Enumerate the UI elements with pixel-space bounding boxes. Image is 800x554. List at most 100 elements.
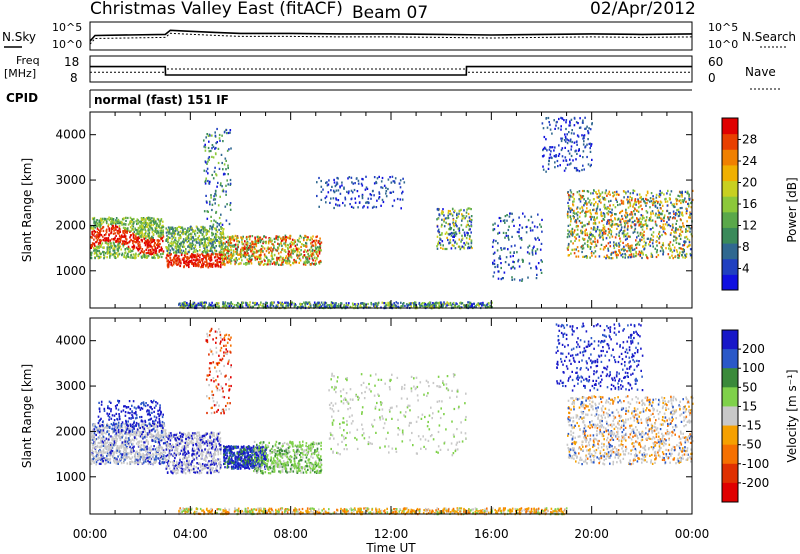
power-echo: [677, 215, 680, 218]
power-echo: [401, 198, 404, 201]
power-echo: [575, 169, 578, 172]
power-echo: [573, 211, 575, 214]
power-echo: [193, 247, 195, 250]
power-echo: [138, 236, 141, 240]
power-echo: [223, 131, 226, 134]
power-echo: [611, 220, 614, 223]
power-echo: [309, 253, 312, 256]
power-echo: [469, 218, 471, 221]
power-echo: [688, 194, 690, 197]
power-echo: [654, 247, 657, 250]
power-echo: [650, 200, 653, 203]
power-echo: [312, 235, 314, 238]
power-echo: [118, 220, 120, 223]
power-echo: [202, 250, 205, 253]
power-echo: [677, 208, 680, 211]
power-echo: [598, 233, 601, 236]
power-echo: [659, 189, 661, 193]
power-echo: [678, 234, 681, 238]
power-echo: [201, 242, 203, 245]
power-echo: [476, 303, 479, 306]
power-echo: [596, 207, 599, 210]
power-echo: [575, 225, 578, 228]
power-echo: [518, 216, 520, 219]
power-echo: [660, 226, 662, 229]
power-echo: [143, 235, 145, 238]
power-echo: [103, 255, 106, 259]
power-echo: [576, 143, 578, 146]
power-echo: [439, 243, 442, 246]
power-echo: [241, 238, 243, 241]
power-echo: [508, 238, 510, 241]
power-echo: [619, 240, 622, 243]
power-echo: [666, 224, 669, 227]
power-echo: [135, 252, 137, 255]
power-echo: [126, 231, 128, 234]
power-echo: [619, 220, 621, 223]
power-echo: [145, 225, 147, 228]
power-echo: [215, 146, 217, 150]
power-echo: [540, 225, 542, 228]
power-echo: [621, 215, 623, 218]
power-echo: [110, 217, 113, 220]
power-echo: [469, 302, 471, 305]
power-echo: [687, 192, 689, 195]
power-echo: [567, 210, 569, 213]
power-echo: [661, 204, 664, 207]
power-echo: [101, 219, 103, 222]
power-echo: [402, 177, 404, 180]
power-echo: [332, 305, 335, 308]
power-echo: [198, 241, 200, 245]
power-echo: [533, 245, 535, 248]
power-echo: [581, 134, 583, 137]
power-echo: [160, 249, 162, 252]
power-echo: [679, 211, 681, 214]
power-echo: [298, 251, 301, 254]
power-echo: [171, 232, 173, 235]
power-echo: [567, 229, 569, 232]
power-echo: [206, 246, 208, 249]
power-echo: [503, 247, 505, 250]
power-echo: [109, 248, 111, 251]
power-echo: [175, 257, 178, 260]
power-echo: [231, 256, 233, 259]
power-echo: [293, 305, 296, 308]
power-echo: [574, 150, 576, 153]
power-echo: [179, 260, 182, 263]
power-echo: [249, 242, 252, 245]
power-echo: [462, 228, 464, 231]
power-echo: [202, 261, 204, 265]
power-echo: [229, 244, 231, 247]
power-echo: [290, 303, 293, 306]
power-echo: [636, 221, 639, 224]
power-echo: [203, 241, 206, 244]
power-echo: [130, 239, 132, 242]
power-echo: [447, 238, 449, 242]
power-echo: [639, 253, 641, 256]
power-echo: [451, 244, 454, 247]
power-echo: [138, 227, 140, 230]
power-echo: [577, 135, 580, 138]
power-echo: [210, 220, 213, 223]
power-echo: [545, 138, 547, 141]
power-echo: [129, 256, 132, 259]
power-echo: [153, 217, 155, 220]
power-echo: [608, 222, 610, 225]
power-echo: [122, 226, 125, 229]
power-echo: [191, 255, 193, 258]
power-echo: [662, 253, 664, 256]
power-echo: [581, 232, 584, 235]
power-echo: [232, 253, 235, 256]
power-echo: [226, 257, 229, 260]
power-echo: [414, 305, 417, 309]
power-echo: [513, 278, 516, 281]
power-echo: [648, 219, 650, 222]
power-echo: [398, 182, 401, 185]
power-echo: [110, 242, 112, 245]
power-echo: [100, 233, 102, 237]
power-echo: [225, 219, 228, 222]
power-echo: [219, 260, 222, 263]
power-echo: [500, 262, 502, 265]
power-echo: [348, 176, 351, 179]
power-echo: [318, 262, 321, 265]
